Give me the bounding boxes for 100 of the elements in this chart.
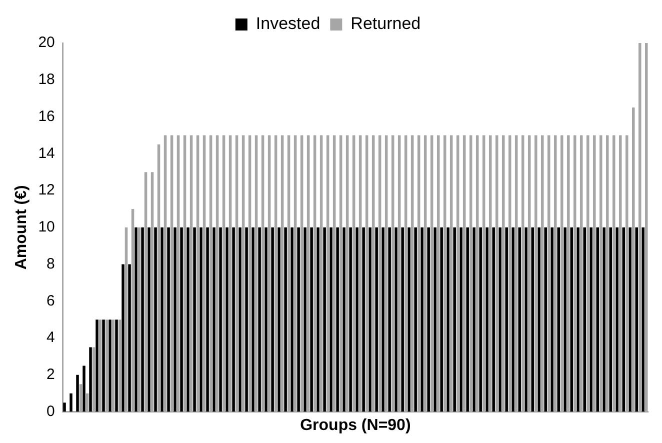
bar bbox=[63, 402, 66, 412]
y-tick-label: 10 bbox=[38, 218, 55, 236]
bar bbox=[96, 320, 98, 412]
bar bbox=[570, 227, 573, 412]
bar bbox=[564, 227, 566, 412]
bar bbox=[446, 227, 450, 412]
bar bbox=[174, 227, 176, 412]
bar bbox=[427, 227, 430, 412]
bar bbox=[310, 227, 313, 412]
bar bbox=[154, 227, 157, 412]
y-tick-label: 4 bbox=[46, 329, 55, 346]
bar bbox=[219, 227, 222, 412]
bar bbox=[271, 227, 274, 412]
bar bbox=[212, 227, 216, 412]
bar bbox=[258, 227, 261, 412]
y-axis-title: Amount (€) bbox=[13, 185, 30, 270]
bar bbox=[82, 366, 86, 412]
bar bbox=[232, 227, 235, 412]
bar bbox=[628, 227, 632, 412]
bar bbox=[148, 227, 150, 412]
bar bbox=[622, 227, 625, 412]
bar bbox=[226, 227, 228, 412]
bar bbox=[102, 320, 105, 412]
bar bbox=[401, 227, 404, 412]
bar bbox=[290, 227, 294, 412]
bar bbox=[128, 264, 131, 412]
bar bbox=[336, 227, 339, 412]
bar bbox=[440, 227, 443, 412]
bar bbox=[420, 227, 424, 412]
bar bbox=[498, 227, 502, 412]
bar bbox=[297, 227, 300, 412]
bar bbox=[330, 227, 332, 412]
y-tick-label: 0 bbox=[46, 402, 55, 420]
bar bbox=[479, 227, 482, 412]
bar bbox=[122, 264, 124, 412]
bar bbox=[505, 227, 508, 412]
bar bbox=[368, 227, 372, 412]
y-tick-label: 2 bbox=[46, 366, 55, 384]
bar bbox=[193, 227, 196, 412]
bar bbox=[616, 227, 618, 412]
bar bbox=[460, 227, 462, 412]
bar bbox=[576, 227, 580, 412]
bar bbox=[388, 227, 391, 412]
bar bbox=[316, 227, 320, 412]
bar bbox=[414, 227, 417, 412]
bar bbox=[349, 227, 352, 412]
x-axis-title: Groups (N=90) bbox=[300, 416, 411, 434]
bar bbox=[304, 227, 306, 412]
bar bbox=[76, 374, 79, 412]
bar bbox=[141, 227, 144, 412]
bar bbox=[524, 227, 528, 412]
y-tick-label: 14 bbox=[38, 144, 55, 162]
bar bbox=[160, 227, 164, 412]
bar bbox=[356, 227, 358, 412]
bar bbox=[583, 227, 586, 412]
y-tick-label: 8 bbox=[46, 255, 55, 272]
legend-label: Returned bbox=[350, 14, 421, 34]
bar bbox=[408, 227, 410, 412]
bar bbox=[362, 227, 365, 412]
legend-label: Invested bbox=[256, 14, 320, 34]
bar bbox=[108, 320, 112, 412]
bar bbox=[453, 227, 456, 412]
bar bbox=[596, 227, 599, 412]
y-tick-label: 6 bbox=[46, 292, 55, 310]
bar bbox=[238, 227, 242, 412]
y-tick-label: 18 bbox=[38, 71, 55, 88]
y-tick-label: 12 bbox=[38, 182, 55, 199]
bar bbox=[609, 227, 612, 412]
bar bbox=[382, 227, 384, 412]
bar bbox=[466, 227, 469, 412]
bar bbox=[89, 347, 92, 412]
bar bbox=[375, 227, 378, 412]
bar bbox=[557, 227, 560, 412]
bar bbox=[245, 227, 248, 412]
bar bbox=[492, 227, 495, 412]
bar bbox=[486, 227, 488, 412]
bar bbox=[518, 227, 521, 412]
bar bbox=[394, 227, 398, 412]
bar bbox=[342, 227, 346, 412]
bar bbox=[531, 227, 534, 412]
bar bbox=[434, 227, 436, 412]
y-tick-label: 20 bbox=[38, 34, 55, 52]
bar bbox=[284, 227, 287, 412]
bar bbox=[180, 227, 183, 412]
bar bbox=[538, 227, 540, 412]
bar bbox=[264, 227, 268, 412]
bar bbox=[602, 227, 606, 412]
y-tick-label: 16 bbox=[38, 108, 55, 125]
bar bbox=[642, 227, 645, 412]
bar bbox=[278, 227, 280, 412]
bar bbox=[186, 227, 190, 412]
bar bbox=[472, 227, 476, 412]
bar bbox=[512, 227, 514, 412]
bar bbox=[206, 227, 209, 412]
bar bbox=[200, 227, 202, 412]
bar bbox=[323, 227, 326, 412]
bar bbox=[167, 227, 170, 412]
bar bbox=[115, 320, 118, 412]
bar bbox=[134, 227, 138, 412]
bar bbox=[70, 393, 72, 412]
